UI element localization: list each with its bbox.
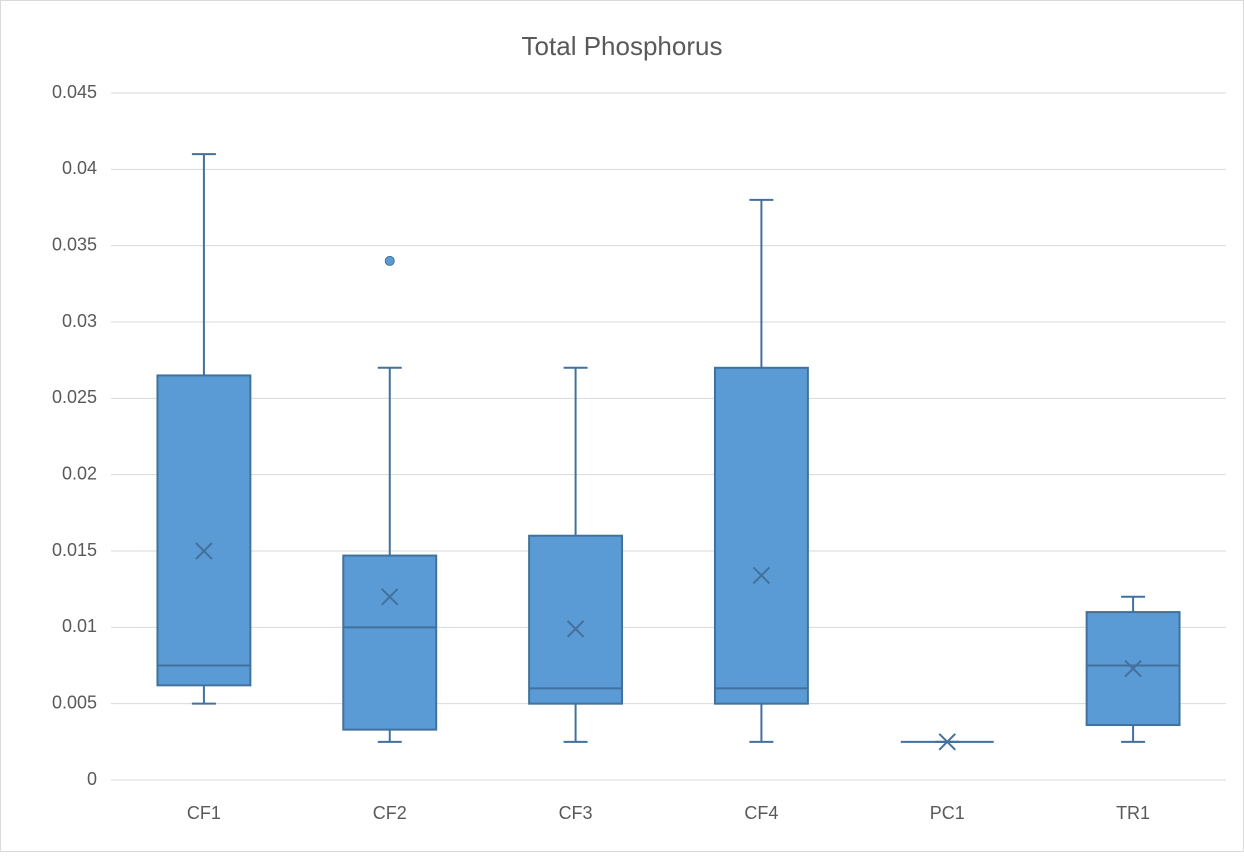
mean-marker — [566, 620, 585, 638]
x-tick-label: PC1 — [930, 803, 965, 823]
y-tick-label: 0 — [87, 769, 97, 789]
y-tick-label: 0.03 — [62, 311, 97, 331]
y-tick-label: 0.04 — [62, 158, 97, 178]
y-tick-label: 0.015 — [52, 540, 97, 560]
mean-marker — [1124, 659, 1142, 678]
mean-marker — [195, 542, 213, 560]
box — [342, 554, 438, 731]
x-tick-label: CF1 — [187, 803, 221, 823]
box — [713, 366, 809, 705]
y-tick-label: 0.005 — [52, 692, 97, 712]
mean-marker — [938, 733, 956, 751]
mean-marker — [752, 566, 771, 585]
y-tick-label: 0.035 — [52, 234, 97, 254]
y-tick-label: 0.045 — [52, 82, 97, 102]
outlier — [384, 255, 395, 266]
y-tick-label: 0.01 — [62, 616, 97, 636]
x-tick-label: CF4 — [744, 803, 778, 823]
y-tick-label: 0.02 — [62, 463, 97, 483]
box — [156, 374, 252, 687]
y-tick-label: 0.025 — [52, 387, 97, 407]
x-tick-label: TR1 — [1116, 803, 1150, 823]
x-tick-label: CF2 — [373, 803, 407, 823]
box — [528, 534, 624, 705]
x-tick-label: CF3 — [559, 803, 593, 823]
mean-marker — [381, 588, 399, 606]
chart-title: Total Phosphorus — [522, 31, 723, 61]
